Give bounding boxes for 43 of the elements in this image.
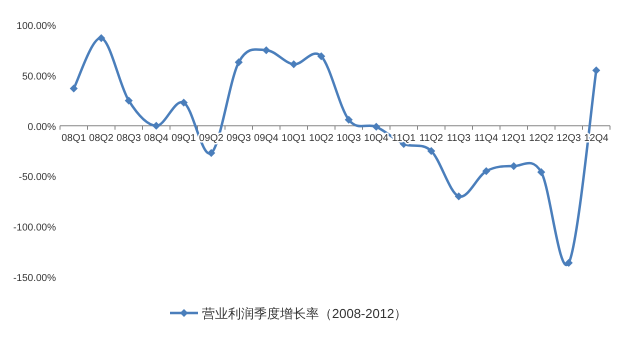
y-tick-label: 0.00% <box>28 122 56 133</box>
point <box>592 66 600 74</box>
y-tick-label: 50.00% <box>22 71 56 82</box>
x-tick-label: 09Q3 <box>226 132 252 144</box>
x-tick-label: 10Q1 <box>282 132 306 144</box>
y-tick-label: 100.00% <box>16 21 56 32</box>
x-tick-label: 11Q4 <box>474 132 499 144</box>
x-tick-label: 09Q1 <box>172 132 196 144</box>
legend-label: 营业利润季度增长率（2008-2012） <box>202 306 408 321</box>
point <box>317 52 326 60</box>
point <box>564 258 573 267</box>
point <box>482 167 490 176</box>
x-tick-label: 11Q3 <box>446 132 472 144</box>
point <box>372 122 380 131</box>
point <box>427 147 436 155</box>
x-tick-label: 12Q3 <box>556 132 582 144</box>
y-tick-label: -50.00% <box>18 172 56 184</box>
point <box>124 96 133 105</box>
x-tick-label: 08Q4 <box>144 132 169 144</box>
point <box>97 34 106 42</box>
x-tick-label: 08Q2 <box>89 132 114 144</box>
point <box>152 122 160 130</box>
point <box>207 149 216 158</box>
point <box>180 98 188 107</box>
point <box>344 116 353 124</box>
point <box>234 58 243 66</box>
x-tick-label: 10Q3 <box>336 132 362 144</box>
x-tick-label: 12Q2 <box>529 132 554 144</box>
point <box>454 192 463 200</box>
y-tick-label: -100.00% <box>13 222 56 234</box>
x-tick-label: 09Q4 <box>254 132 279 144</box>
point <box>537 168 546 176</box>
x-tick-label: 10Q2 <box>309 132 334 144</box>
point <box>70 84 78 93</box>
point <box>262 46 270 54</box>
x-tick-label: 11Q2 <box>419 132 444 144</box>
x-tick-label: 08Q3 <box>116 132 142 144</box>
x-tick-label: 12Q1 <box>502 132 526 144</box>
point <box>290 60 298 68</box>
point <box>510 162 518 170</box>
y-tick-label: -150.00% <box>13 273 56 284</box>
x-tick-label: 10Q4 <box>364 132 389 144</box>
x-tick-label: 08Q1 <box>62 132 86 144</box>
